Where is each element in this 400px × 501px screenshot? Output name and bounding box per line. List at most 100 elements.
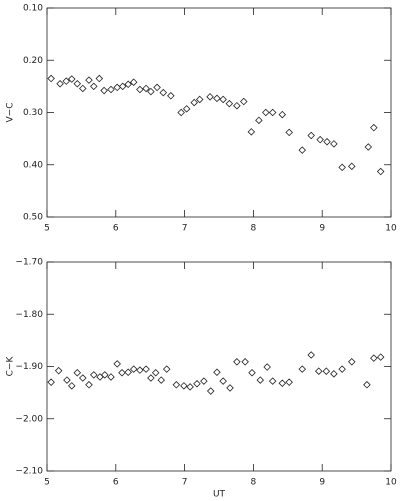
data-point [95, 74, 104, 83]
data-point [177, 108, 185, 117]
data-point [241, 358, 249, 366]
data-point [118, 82, 127, 91]
data-point [370, 123, 378, 132]
data-point [213, 94, 221, 103]
y-tick-label: −1.70 [15, 258, 43, 268]
data-point [147, 87, 155, 96]
data-point [330, 140, 338, 148]
data-point [255, 116, 263, 125]
data-point [370, 354, 378, 362]
data-point [376, 353, 385, 361]
data-point [186, 383, 194, 391]
x-tick-label: 9 [319, 478, 325, 488]
data-point [248, 369, 256, 377]
data-point [62, 77, 71, 85]
data-point [263, 363, 271, 371]
data-point [190, 98, 198, 107]
data-point [63, 376, 71, 384]
y-tick-label: −2.00 [15, 414, 43, 424]
x-axis-label: UT [213, 490, 226, 500]
x-tick-label: 8 [251, 224, 257, 234]
data-point [147, 374, 155, 382]
data-point [85, 76, 93, 84]
x-tick-label: 10 [385, 478, 397, 488]
data-point [314, 367, 323, 375]
data-point [118, 369, 126, 377]
data-point [153, 83, 161, 92]
y-axis-label: C−K [6, 356, 16, 377]
x-tick-label: 6 [113, 478, 119, 488]
x-tick-label: 7 [182, 224, 188, 234]
data-point [54, 366, 63, 375]
data-point [167, 92, 175, 100]
data-point [226, 384, 234, 392]
data-point [298, 146, 307, 154]
data-point [233, 358, 241, 366]
data-point [90, 82, 98, 91]
data-point [73, 79, 82, 88]
data-point [322, 367, 331, 375]
data-point [348, 162, 356, 171]
data-point [107, 85, 115, 94]
data-point [195, 95, 204, 104]
data-point [307, 351, 315, 359]
data-point [364, 143, 373, 151]
data-point [157, 376, 165, 384]
data-point [182, 105, 191, 113]
data-point [376, 167, 385, 176]
data-point [124, 368, 132, 377]
data-point [68, 75, 76, 83]
data-point [129, 78, 138, 86]
data-point [262, 108, 270, 117]
data-point [47, 74, 55, 83]
data-point [100, 86, 108, 95]
data-point [225, 99, 234, 108]
y-tick-label: 0.20 [23, 56, 43, 66]
data-point [113, 83, 121, 92]
data-point [285, 128, 293, 137]
x-tick-label: 6 [113, 224, 119, 234]
y-tick-label: −1.80 [15, 310, 43, 320]
data-point [162, 365, 171, 373]
y-tick-label: −1.90 [15, 362, 43, 372]
data-point [219, 95, 227, 104]
x-tick-label: 10 [385, 224, 397, 234]
data-point [256, 376, 265, 384]
data-point [129, 365, 138, 373]
data-point [136, 85, 144, 94]
data-point [307, 131, 315, 140]
data-point [200, 377, 208, 385]
y-tick-label: 0.30 [23, 108, 43, 118]
data-point [268, 377, 277, 385]
data-point [323, 137, 331, 146]
plot-frame [46, 7, 392, 218]
data-point [107, 373, 115, 381]
data-point [338, 163, 346, 172]
data-point [159, 88, 168, 97]
data-point [142, 365, 150, 373]
data-point [151, 369, 160, 377]
data-point [206, 387, 215, 395]
data-point [79, 84, 87, 93]
data-point [142, 84, 150, 93]
data-point [206, 93, 214, 101]
data-point [316, 135, 324, 144]
x-tick-label: 8 [251, 478, 257, 488]
data-point [278, 110, 287, 119]
data-point [247, 128, 256, 136]
data-point [56, 79, 64, 88]
x-tick-label: 5 [44, 224, 50, 234]
data-point [240, 97, 248, 106]
data-point [278, 379, 287, 387]
data-point [330, 370, 338, 378]
x-tick-label: 7 [182, 478, 188, 488]
data-point [193, 379, 201, 388]
data-point [219, 377, 227, 385]
data-point [113, 360, 121, 368]
data-point [79, 374, 87, 382]
x-tick-label: 9 [319, 224, 325, 234]
y-tick-label: −2.10 [15, 467, 43, 477]
y-tick-label: 0.40 [23, 160, 43, 170]
data-point [85, 381, 93, 389]
